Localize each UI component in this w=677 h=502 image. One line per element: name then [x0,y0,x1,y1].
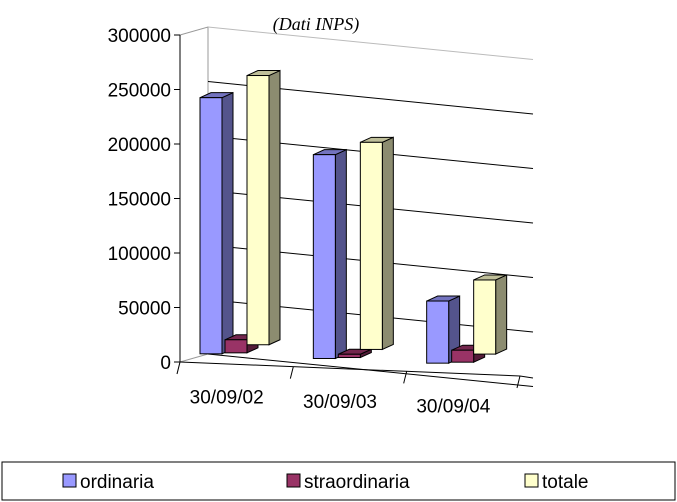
y-axis: 0 50000 100000 150000 200000 250000 300000 [108,26,181,374]
bar-front [224,339,248,354]
floor-right-edge [519,375,534,379]
legend: ordinaria straordinaria totale [1,461,676,501]
bar-side [221,91,234,355]
legend-label-straordinaria: straordinaria [304,472,410,493]
floor-left-edge [179,353,209,363]
bar-front [337,353,361,359]
legend-label-ordinaria: ordinaria [80,472,154,493]
x-tick-label: 30/09/03 [303,392,377,413]
bar-side [381,136,394,351]
x-tick-mark [516,375,521,389]
y-tick-label: 100000 [108,244,171,265]
bar-front [312,154,336,359]
x-tick-label: 30/09/02 [190,387,264,408]
bar-totale [473,274,508,355]
bar-side [334,148,347,360]
bar-front [451,349,475,363]
legend-label-totale: totale [542,472,588,493]
chart-subtitle: (Dati INPS) [273,14,359,35]
gridline [207,26,534,60]
x-tick-mark [289,366,294,379]
legend-box [1,461,676,501]
y-tick-label: 200000 [108,135,171,156]
y-tick-label: 300000 [108,26,171,47]
y-tick-label: 0 [160,353,171,374]
x-axis-line [179,361,521,377]
x-tick-label: 30/09/04 [416,397,490,418]
y-tick-label: 50000 [118,299,171,320]
bar-front [473,279,497,355]
y-tick-label: 250000 [108,81,171,102]
legend-swatch-totale [524,473,539,488]
bar-side [495,274,508,355]
bar-ordinaria [426,295,461,364]
y-tick-label: 150000 [108,190,171,211]
legend-swatch-ordinaria [62,473,77,488]
bar-ordinaria [199,91,234,355]
bar-front [199,97,223,355]
bar-front [426,300,450,364]
legend-swatch-straordinaria [286,473,301,488]
x-axis: 30/09/02 30/09/03 30/09/04 [176,361,534,418]
bar-front [246,75,270,346]
bar-ordinaria [312,148,347,360]
bar-totale [246,69,281,346]
bar-front [359,141,383,350]
bar-side [268,69,281,346]
bar-totale [359,136,394,351]
x-tick-mark [176,361,181,375]
bars [199,69,508,364]
x-tick-mark [403,371,408,384]
